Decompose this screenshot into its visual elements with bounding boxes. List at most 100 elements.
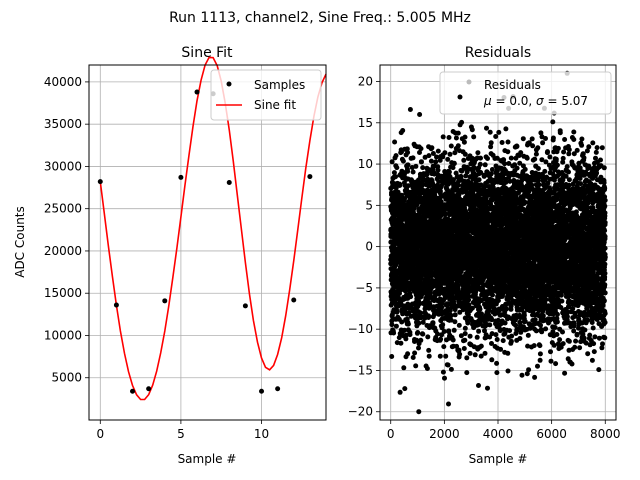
residual-point (467, 333, 473, 339)
sample-point (226, 179, 232, 185)
residual-point (400, 158, 406, 164)
residual-point (487, 322, 493, 328)
residual-point (478, 343, 484, 349)
residual-point (424, 366, 430, 371)
sample-point (113, 302, 119, 308)
sine-fit-ytick-label: 25000 (44, 202, 82, 216)
sine-fit-xlabel: Sample # (178, 452, 237, 466)
figure-suptitle: Run 1113, channel2, Sine Freq.: 5.005 MH… (169, 10, 471, 26)
residual-point (440, 134, 446, 140)
residual-point (450, 337, 456, 343)
residual-point (451, 327, 457, 333)
residual-point (476, 177, 482, 183)
sine-fit-xtick-label: 0 (96, 427, 104, 441)
residual-point (461, 157, 467, 163)
residual-point (410, 169, 416, 175)
residual-point (426, 313, 431, 319)
residual-point (416, 409, 422, 415)
residual-point (446, 401, 451, 407)
residual-point (401, 365, 407, 371)
residual-point (456, 322, 462, 328)
sample-point (194, 89, 200, 95)
residual-point (508, 338, 514, 344)
residual-point (508, 155, 514, 161)
residual-point (482, 162, 488, 168)
residual-point (440, 369, 446, 375)
legend-sine-fit-label: Sine fit (254, 98, 296, 112)
residual-point (410, 155, 416, 161)
residual-point (405, 351, 411, 357)
residuals-points (388, 70, 608, 415)
residual-point (389, 322, 395, 328)
sine-fit-frame (88, 64, 327, 421)
residual-point (389, 354, 395, 359)
residual-point (476, 383, 481, 388)
residual-point (498, 346, 504, 352)
residual-point (507, 328, 513, 334)
residual-point (448, 313, 454, 319)
residual-point (472, 352, 478, 358)
residual-point (467, 350, 473, 356)
sample-point (178, 174, 184, 180)
residual-point (508, 303, 514, 309)
residual-point (488, 171, 494, 177)
residual-point (509, 333, 515, 339)
residual-point (410, 355, 416, 360)
residual-point (426, 347, 432, 353)
residual-point (402, 386, 408, 392)
residual-point (440, 322, 446, 328)
residual-point (438, 336, 444, 342)
residual-point (417, 150, 422, 155)
sine-fit-ytick-label: 20000 (44, 244, 82, 258)
sample-point (307, 174, 313, 180)
residual-point (433, 159, 439, 165)
residual-point (394, 309, 400, 315)
sample-point (162, 298, 168, 304)
residual-point (420, 165, 426, 171)
residual-point (412, 350, 418, 356)
residual-point (475, 150, 481, 156)
sine-fit-series (99, 56, 327, 401)
residual-point (477, 306, 483, 312)
sample-point (130, 388, 136, 394)
residual-point (445, 156, 451, 162)
residual-point (446, 135, 452, 140)
residual-point (398, 340, 404, 346)
residual-point (426, 153, 432, 159)
legend-samples-marker (226, 81, 232, 87)
residual-point (455, 143, 461, 149)
residual-point (400, 128, 406, 133)
residual-point (488, 140, 494, 146)
residual-point (462, 331, 468, 337)
residual-point (402, 327, 407, 333)
residual-point (418, 337, 424, 343)
residual-point (519, 372, 525, 378)
residuals-panel: Residuals 0 2000 4000 6000 8000−20−15−10−505… (348, 45, 621, 466)
residual-point (514, 165, 520, 171)
residual-point (418, 146, 424, 152)
residual-point (457, 351, 463, 357)
residual-point (514, 144, 520, 149)
residual-point (397, 389, 403, 395)
residual-point (405, 150, 411, 155)
residual-point (393, 323, 399, 329)
residual-point (395, 189, 401, 195)
residual-point (437, 353, 443, 359)
residual-point (403, 332, 409, 338)
residual-point (392, 139, 398, 145)
sine-fit-legend: Samples Sine fit (210, 69, 322, 121)
residual-point (455, 130, 461, 136)
residual-point (389, 159, 395, 165)
sine-fit-curve (99, 56, 327, 401)
residual-point (405, 168, 411, 174)
residual-point (477, 161, 483, 167)
residual-point (393, 153, 399, 159)
sine-fit-ticks: 0 5 10500010000150002000025000300003500040… (44, 75, 269, 441)
residual-point (490, 292, 495, 298)
residual-point (442, 150, 448, 156)
residual-point (493, 332, 499, 338)
residual-point (441, 329, 447, 334)
sine-fit-legend-box (210, 69, 322, 121)
residual-point (408, 294, 414, 300)
